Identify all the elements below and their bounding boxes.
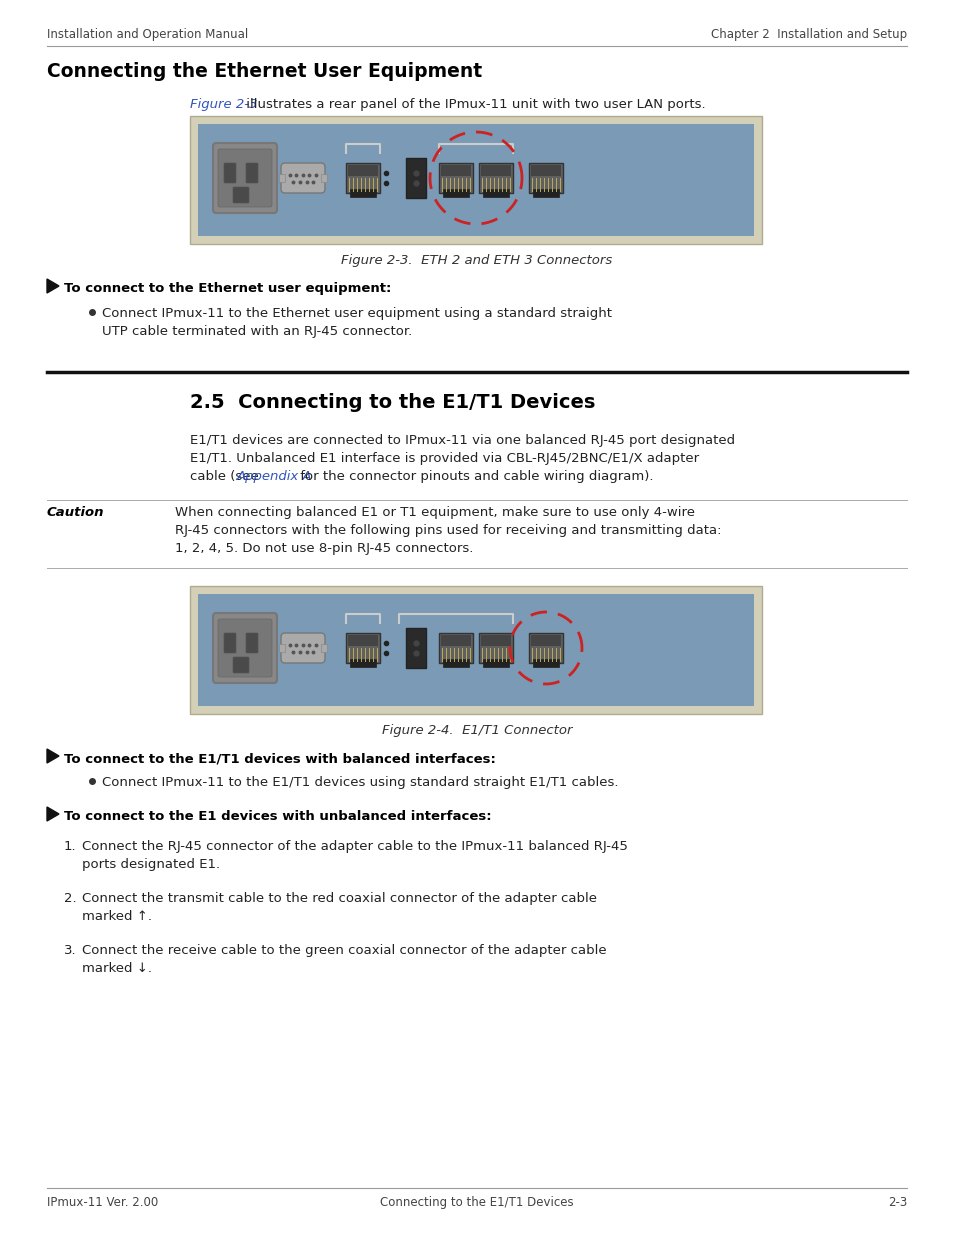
FancyBboxPatch shape [478, 163, 513, 193]
FancyBboxPatch shape [442, 189, 469, 198]
FancyBboxPatch shape [531, 635, 560, 646]
FancyBboxPatch shape [482, 189, 509, 198]
FancyBboxPatch shape [281, 163, 325, 193]
Text: Connecting the Ethernet User Equipment: Connecting the Ethernet User Equipment [47, 62, 481, 82]
Text: Connect IPmux-11 to the Ethernet user equipment using a standard straight: Connect IPmux-11 to the Ethernet user eq… [102, 308, 612, 320]
Text: When connecting balanced E1 or T1 equipment, make sure to use only 4-wire: When connecting balanced E1 or T1 equipm… [174, 506, 695, 519]
Text: E1/T1. Unbalanced E1 interface is provided via CBL-RJ45/2BNC/E1/X adapter: E1/T1. Unbalanced E1 interface is provid… [190, 452, 699, 466]
FancyBboxPatch shape [320, 174, 327, 182]
FancyBboxPatch shape [350, 659, 375, 667]
FancyBboxPatch shape [348, 635, 377, 646]
Text: RJ-45 connectors with the following pins used for receiving and transmitting dat: RJ-45 connectors with the following pins… [174, 524, 720, 537]
Text: Appendix A: Appendix A [236, 471, 313, 483]
FancyBboxPatch shape [438, 163, 473, 193]
FancyBboxPatch shape [406, 629, 426, 668]
FancyBboxPatch shape [482, 659, 509, 667]
FancyBboxPatch shape [529, 634, 562, 663]
Text: 1.: 1. [64, 840, 76, 853]
Text: marked ↓.: marked ↓. [82, 962, 152, 974]
FancyBboxPatch shape [480, 635, 511, 646]
Text: E1/T1 devices are connected to IPmux-11 via one balanced RJ-45 port designated: E1/T1 devices are connected to IPmux-11 … [190, 433, 735, 447]
Text: marked ↑.: marked ↑. [82, 910, 152, 923]
FancyBboxPatch shape [533, 189, 558, 198]
FancyBboxPatch shape [440, 635, 471, 646]
FancyBboxPatch shape [531, 165, 560, 177]
FancyBboxPatch shape [350, 189, 375, 198]
FancyBboxPatch shape [533, 659, 558, 667]
Text: To connect to the Ethernet user equipment:: To connect to the Ethernet user equipmen… [64, 282, 391, 295]
FancyBboxPatch shape [529, 163, 562, 193]
FancyBboxPatch shape [346, 634, 379, 663]
FancyBboxPatch shape [478, 634, 513, 663]
FancyBboxPatch shape [198, 124, 753, 236]
Text: Connect IPmux-11 to the E1/T1 devices using standard straight E1/T1 cables.: Connect IPmux-11 to the E1/T1 devices us… [102, 776, 618, 789]
Text: 3.: 3. [64, 944, 76, 957]
FancyBboxPatch shape [348, 165, 377, 177]
FancyBboxPatch shape [480, 165, 511, 177]
FancyBboxPatch shape [213, 613, 276, 683]
FancyBboxPatch shape [278, 174, 285, 182]
Text: for the connector pinouts and cable wiring diagram).: for the connector pinouts and cable wiri… [295, 471, 653, 483]
Text: Installation and Operation Manual: Installation and Operation Manual [47, 28, 248, 41]
FancyBboxPatch shape [190, 585, 761, 714]
FancyBboxPatch shape [233, 657, 249, 673]
Polygon shape [47, 748, 59, 763]
Text: 2.: 2. [64, 892, 76, 905]
Text: Connect the transmit cable to the red coaxial connector of the adapter cable: Connect the transmit cable to the red co… [82, 892, 597, 905]
Text: IPmux-11 Ver. 2.00: IPmux-11 Ver. 2.00 [47, 1195, 158, 1209]
Text: 1, 2, 4, 5. Do not use 8-pin RJ-45 connectors.: 1, 2, 4, 5. Do not use 8-pin RJ-45 conne… [174, 542, 473, 555]
Text: ports designated E1.: ports designated E1. [82, 858, 220, 871]
FancyBboxPatch shape [346, 163, 379, 193]
FancyBboxPatch shape [213, 143, 276, 212]
Text: Caution: Caution [47, 506, 105, 519]
FancyBboxPatch shape [218, 619, 272, 677]
Text: Connecting to the E1/T1 Devices: Connecting to the E1/T1 Devices [380, 1195, 573, 1209]
FancyBboxPatch shape [278, 643, 285, 652]
Text: 2-3: 2-3 [887, 1195, 906, 1209]
Text: To connect to the E1/T1 devices with balanced interfaces:: To connect to the E1/T1 devices with bal… [64, 752, 496, 764]
FancyBboxPatch shape [406, 158, 426, 198]
Text: To connect to the E1 devices with unbalanced interfaces:: To connect to the E1 devices with unbala… [64, 810, 491, 823]
Text: illustrates a rear panel of the IPmux-11 unit with two user LAN ports.: illustrates a rear panel of the IPmux-11… [242, 98, 705, 111]
Text: Chapter 2  Installation and Setup: Chapter 2 Installation and Setup [710, 28, 906, 41]
FancyBboxPatch shape [440, 165, 471, 177]
Text: Figure 2-3.  ETH 2 and ETH 3 Connectors: Figure 2-3. ETH 2 and ETH 3 Connectors [341, 254, 612, 267]
FancyBboxPatch shape [233, 186, 249, 203]
Text: Figure 2-4.  E1/T1 Connector: Figure 2-4. E1/T1 Connector [381, 724, 572, 737]
Text: Connect the RJ-45 connector of the adapter cable to the IPmux-11 balanced RJ-45: Connect the RJ-45 connector of the adapt… [82, 840, 627, 853]
FancyBboxPatch shape [438, 634, 473, 663]
FancyBboxPatch shape [198, 594, 753, 706]
Text: Connect the receive cable to the green coaxial connector of the adapter cable: Connect the receive cable to the green c… [82, 944, 606, 957]
Text: Figure 2-3: Figure 2-3 [190, 98, 257, 111]
FancyBboxPatch shape [246, 163, 257, 183]
FancyBboxPatch shape [224, 634, 235, 653]
FancyBboxPatch shape [224, 163, 235, 183]
Polygon shape [47, 806, 59, 821]
FancyBboxPatch shape [320, 643, 327, 652]
Text: 2.5  Connecting to the E1/T1 Devices: 2.5 Connecting to the E1/T1 Devices [190, 393, 595, 412]
FancyBboxPatch shape [190, 116, 761, 245]
FancyBboxPatch shape [442, 659, 469, 667]
Text: UTP cable terminated with an RJ-45 connector.: UTP cable terminated with an RJ-45 conne… [102, 325, 412, 338]
Polygon shape [47, 279, 59, 293]
FancyBboxPatch shape [281, 634, 325, 663]
Text: cable (see: cable (see [190, 471, 263, 483]
FancyBboxPatch shape [218, 149, 272, 207]
FancyBboxPatch shape [246, 634, 257, 653]
